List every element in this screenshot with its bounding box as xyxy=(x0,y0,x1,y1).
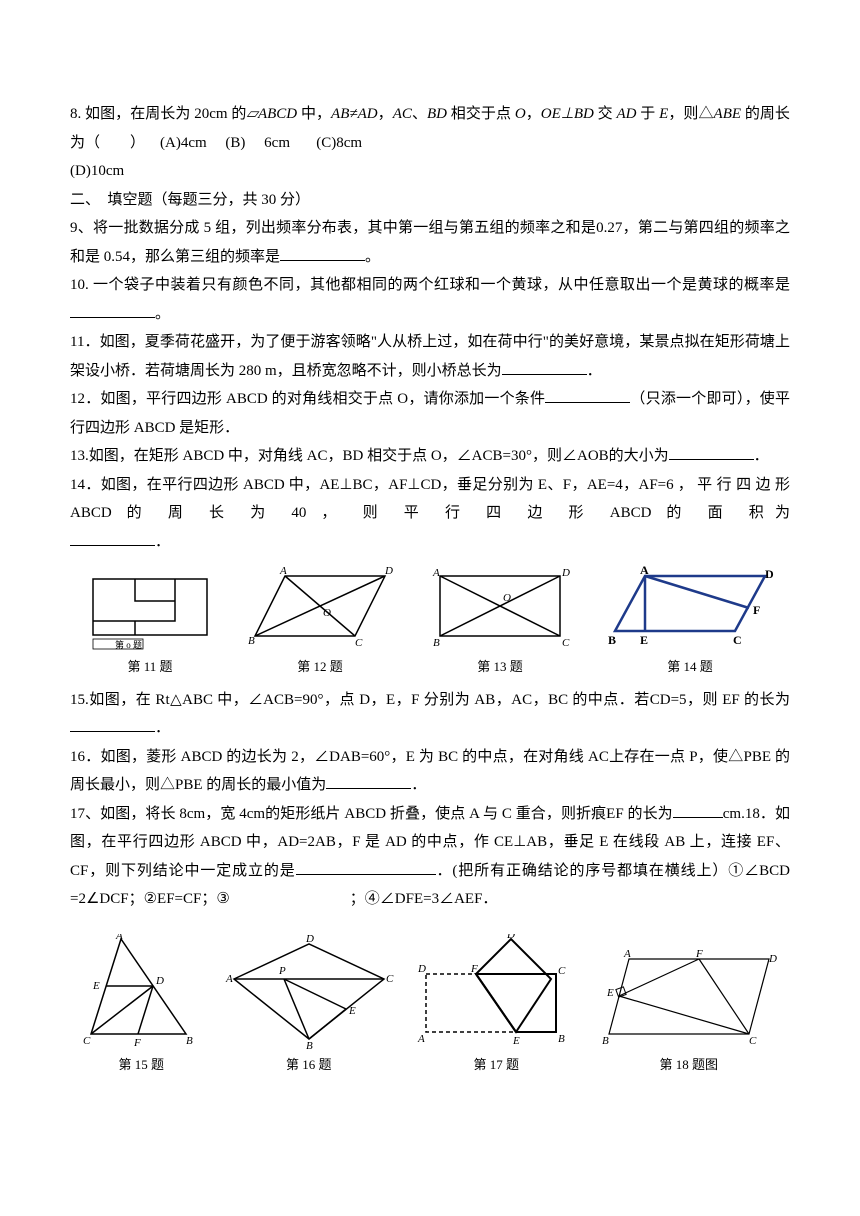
svg-text:D: D xyxy=(765,567,774,581)
svg-text:A: A xyxy=(279,566,287,577)
question-10: 10. 一个袋子中装着只有颜色不同，其他都相同的两个红球和一个黄球，从中任意取出… xyxy=(70,271,790,328)
svg-text:F: F xyxy=(133,1037,141,1049)
section-2-header: 二、 填空题（每题三分，共 30 分） xyxy=(70,186,790,215)
svg-text:E: E xyxy=(512,1035,520,1047)
question-9: 9、将一批数据分成 5 组，列出频率分布表，其中第一组与第五组的频率之和是0.2… xyxy=(70,214,790,271)
figure-12: A D B C O 第 12 题 xyxy=(245,566,395,680)
q8-parallelogram: ▱ABCD xyxy=(246,106,297,122)
svg-text:D: D xyxy=(561,567,570,579)
q8-choice-d: (D)10cm xyxy=(70,163,124,179)
question-16: 16．如图，菱形 ABCD 的边长为 2，∠DAB=60°，E 为 BC 的中点… xyxy=(70,743,790,800)
figure-row-1: 第 o 题 第 11 题 A D B C O 第 12 题 A D B C O … xyxy=(70,566,790,680)
figure-18-svg: A F D B C E xyxy=(599,944,779,1049)
svg-text:P: P xyxy=(278,965,286,977)
svg-text:D: D xyxy=(768,953,777,965)
figure-18: A F D B C E 第 18 题图 xyxy=(599,944,779,1078)
svg-text:E: E xyxy=(92,980,100,992)
svg-text:B: B xyxy=(248,635,255,647)
question-11: 11．如图，夏季荷花盛开，为了便于游客领略"人从桥上过，如在荷中行"的美好意境，… xyxy=(70,328,790,385)
figure-17: A D C B D' F E 第 17 题 xyxy=(416,934,576,1078)
blank-q18 xyxy=(296,860,436,875)
figure-11-svg: 第 o 题 xyxy=(85,571,215,651)
blank-q17 xyxy=(673,803,723,818)
figure-row-2: A C B D E F 第 15 题 A D C B P E 第 16 题 xyxy=(70,934,790,1078)
svg-text:B: B xyxy=(306,1040,313,1049)
svg-text:O: O xyxy=(503,592,511,604)
figure-15-svg: A C B D E F xyxy=(81,934,201,1049)
svg-text:B: B xyxy=(602,1035,609,1047)
svg-text:C: C xyxy=(83,1035,91,1047)
svg-text:B: B xyxy=(433,637,440,649)
svg-text:O: O xyxy=(323,607,331,619)
overlap-text-1: 的矩形纸片 xyxy=(265,806,340,822)
svg-text:D: D xyxy=(384,566,393,577)
svg-text:F: F xyxy=(470,963,478,975)
svg-text:A: A xyxy=(115,934,123,942)
svg-text:C: C xyxy=(562,637,570,649)
blank-q10 xyxy=(70,303,155,318)
figure-14: A D B C E F 第 14 题 xyxy=(605,566,775,680)
q8-choice-a: (A)4cm xyxy=(160,135,207,151)
q8-choice-d-line: (D)10cm xyxy=(70,157,790,186)
question-13: 13.如图，在矩形 ABCD 中，对角线 AC，BD 相交于点 O，∠ACB=3… xyxy=(70,442,790,471)
svg-text:C: C xyxy=(558,965,566,977)
svg-text:F: F xyxy=(753,603,760,617)
figure-14-svg: A D B C E F xyxy=(605,566,775,651)
svg-text:B: B xyxy=(558,1033,565,1045)
svg-text:C: C xyxy=(733,633,742,647)
svg-text:C: C xyxy=(386,973,394,985)
figure-12-svg: A D B C O xyxy=(245,566,395,651)
blank-q16 xyxy=(326,774,411,789)
svg-text:第 o 题: 第 o 题 xyxy=(115,639,142,650)
blank-q15 xyxy=(70,717,155,732)
figure-16: A D C B P E 第 16 题 xyxy=(224,934,394,1078)
svg-text:B: B xyxy=(608,633,616,647)
svg-text:D: D xyxy=(155,975,164,987)
svg-text:C: C xyxy=(355,637,363,649)
figure-17-svg: A D C B D' F E xyxy=(416,934,576,1049)
document-content: 8. 如图，在周长为 20cm 的▱ABCD 中，AB≠AD，AC、BD 相交于… xyxy=(70,100,790,1077)
svg-text:C: C xyxy=(749,1035,757,1047)
svg-text:E: E xyxy=(640,633,648,647)
figure-13-svg: A D B C O xyxy=(425,566,575,651)
figure-13: A D B C O 第 13 题 xyxy=(425,566,575,680)
blank-q9 xyxy=(280,246,365,261)
svg-text:A: A xyxy=(623,948,631,960)
blank-q11 xyxy=(502,360,587,375)
blank-q12 xyxy=(545,388,630,403)
svg-text:A: A xyxy=(225,973,233,985)
svg-text:D': D' xyxy=(506,934,518,941)
svg-text:B: B xyxy=(186,1035,193,1047)
question-17-18: 17、如图，将长 8cm，宽 4cm的矩形纸片 ABCD 折叠，使点 A 与 C… xyxy=(70,800,790,914)
q8-choice-b: (B) xyxy=(225,135,245,151)
q8-text: 8. 如图，在周长为 20cm 的 xyxy=(70,106,246,122)
svg-text:D: D xyxy=(417,963,426,975)
svg-text:E: E xyxy=(606,987,614,999)
figure-15: A C B D E F 第 15 题 xyxy=(81,934,201,1078)
question-14: 14．如图，在平行四边形 ABCD 中，AE⊥BC，AF⊥CD，垂足分别为 E、… xyxy=(70,471,790,528)
question-8: 8. 如图，在周长为 20cm 的▱ABCD 中，AB≠AD，AC、BD 相交于… xyxy=(70,100,790,157)
figure-11: 第 o 题 第 11 题 xyxy=(85,571,215,680)
figure-16-svg: A D C B P E xyxy=(224,934,394,1049)
svg-text:F: F xyxy=(695,948,703,960)
svg-text:A: A xyxy=(417,1033,425,1045)
blank-q13 xyxy=(669,445,754,460)
svg-text:A: A xyxy=(432,567,440,579)
blank-q14 xyxy=(70,531,155,546)
question-12: 12．如图，平行四边形 ABCD 的对角线相交于点 O，请你添加一个条件（只添一… xyxy=(70,385,790,442)
svg-text:E: E xyxy=(348,1005,356,1017)
q8-choice-c: (C)8cm xyxy=(316,135,362,151)
svg-text:A: A xyxy=(640,566,649,577)
question-15: 15.如图，在 Rt△ABC 中，∠ACB=90°，点 D，E，F 分别为 AB… xyxy=(70,686,790,743)
svg-text:D: D xyxy=(305,934,314,945)
